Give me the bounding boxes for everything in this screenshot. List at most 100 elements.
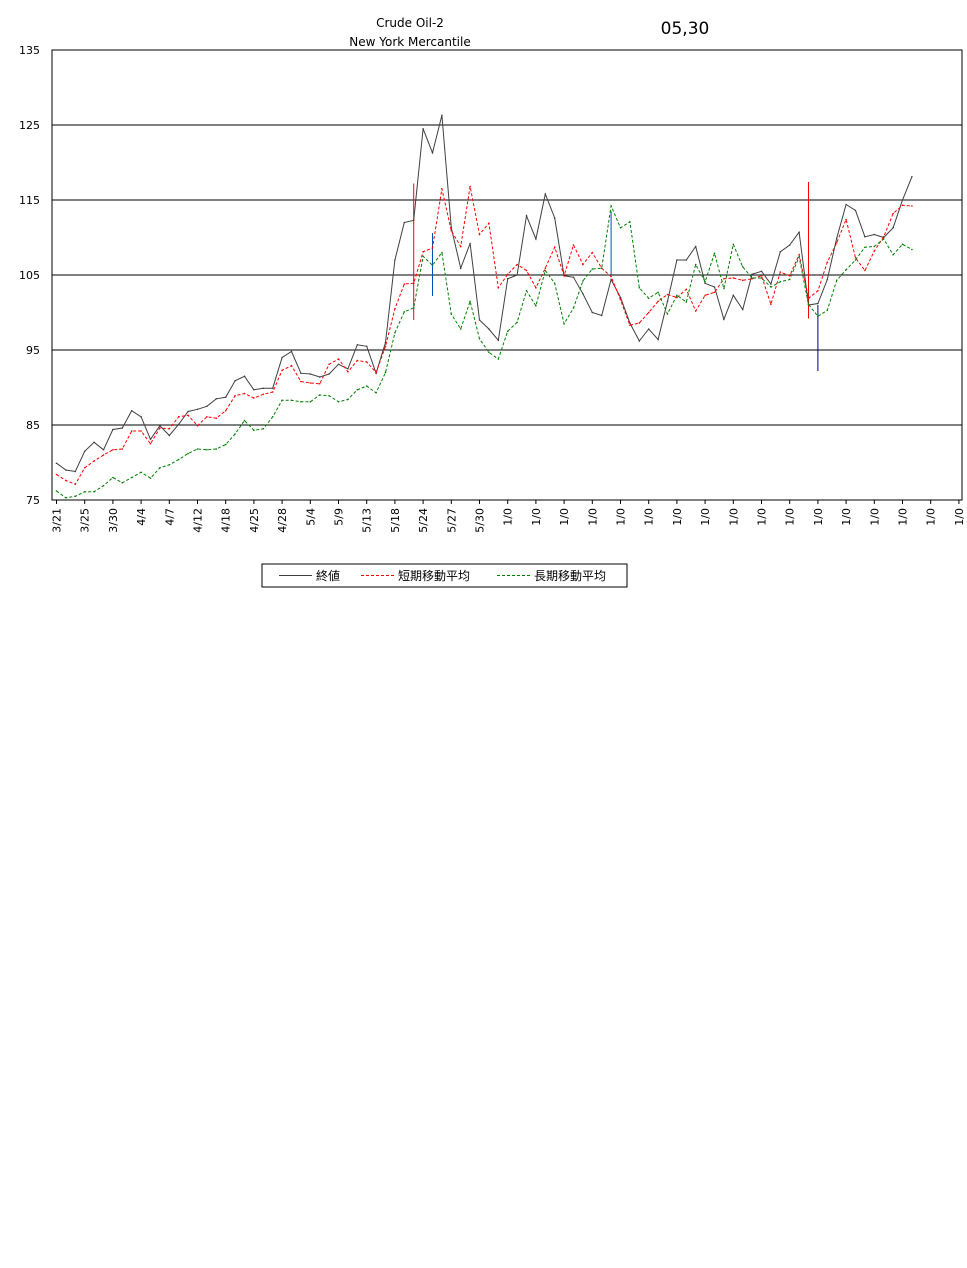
- data-point: [412, 307, 415, 309]
- data-point: [873, 250, 876, 252]
- data-point: [187, 452, 189, 455]
- data-point: [196, 408, 199, 411]
- data-point: [441, 251, 443, 254]
- y-tick-label: 95: [26, 344, 40, 357]
- data-point: [591, 251, 594, 254]
- x-tick-label: 1/0: [530, 508, 543, 526]
- data-point: [422, 250, 424, 253]
- data-point: [582, 280, 584, 282]
- x-tick-label: 5/13: [361, 508, 374, 533]
- x-tick-label: 5/30: [474, 508, 487, 533]
- data-point: [516, 321, 518, 324]
- data-point: [591, 311, 594, 314]
- data-point: [544, 193, 547, 195]
- data-point: [394, 331, 396, 334]
- data-point: [845, 218, 847, 221]
- data-point: [187, 410, 189, 413]
- data-point: [328, 373, 330, 375]
- data-point: [375, 391, 377, 394]
- data-point: [459, 245, 462, 248]
- x-tick-label: 4/4: [135, 508, 148, 526]
- x-tick-label: 1/0: [615, 508, 628, 526]
- legend: 終値 短期移動平均 長期移動平均: [261, 563, 628, 588]
- y-tick-label: 75: [26, 494, 40, 507]
- data-point: [234, 394, 236, 397]
- data-point: [741, 279, 744, 282]
- data-point: [732, 294, 735, 297]
- data-point: [290, 399, 293, 402]
- x-tick-label: 3/21: [51, 508, 64, 533]
- series-line-3: [56, 204, 913, 499]
- data-point: [779, 271, 782, 273]
- x-tick-label: 5/9: [333, 508, 346, 526]
- x-tick-label: 1/0: [868, 508, 881, 526]
- data-point: [441, 187, 443, 190]
- data-point: [901, 199, 904, 201]
- data-point: [610, 278, 612, 281]
- data-point: [102, 484, 105, 487]
- legend-label-1: 終値: [316, 568, 340, 583]
- data-point: [384, 345, 387, 348]
- data-point: [403, 283, 406, 285]
- data-point: [422, 127, 424, 130]
- x-tick-label: 4/12: [192, 508, 205, 533]
- data-point: [300, 380, 302, 383]
- data-point: [723, 318, 725, 321]
- data-point: [704, 280, 706, 283]
- data-point: [74, 495, 77, 498]
- data-point: [807, 303, 810, 306]
- x-tick-label: 3/25: [79, 508, 92, 533]
- data-point: [337, 363, 340, 366]
- data-point: [478, 337, 481, 340]
- data-point: [65, 479, 67, 482]
- data-point: [741, 265, 744, 268]
- data-point: [412, 282, 415, 285]
- data-point: [732, 277, 735, 279]
- data-point: [835, 237, 838, 240]
- data-point: [685, 259, 688, 261]
- data-point: [356, 359, 359, 362]
- data-point: [638, 286, 641, 289]
- data-point: [206, 415, 208, 418]
- series-line-2: [56, 186, 912, 485]
- x-tick-label: 1/0: [502, 508, 515, 526]
- data-point: [647, 311, 650, 314]
- x-tick-labels: 3/21 3/25 3/30 4/4 4/7 4/12 4/18 4/25 4/28 5/4 5/9…: [51, 500, 966, 533]
- data-point: [788, 274, 791, 277]
- data-point: [779, 250, 782, 253]
- data-point: [779, 280, 782, 283]
- x-tick-label: 1/0: [784, 508, 797, 526]
- data-point: [600, 314, 603, 317]
- data-point: [337, 400, 340, 403]
- x-tick-label: 1/0: [925, 508, 938, 526]
- data-point: [666, 313, 669, 315]
- data-point: [112, 428, 114, 431]
- data-point: [732, 243, 735, 246]
- data-point: [704, 294, 706, 297]
- data-point: [572, 307, 575, 309]
- data-point: [281, 399, 283, 402]
- data-point: [751, 277, 753, 279]
- x-tick-label: 1/0: [558, 508, 571, 526]
- data-point: [459, 267, 462, 270]
- data-point: [826, 309, 829, 312]
- data-point: [638, 340, 641, 342]
- data-point: [309, 373, 312, 375]
- data-point: [911, 205, 913, 207]
- data-point: [770, 283, 772, 285]
- data-point: [516, 263, 518, 266]
- data-point: [309, 400, 312, 403]
- data-point: [93, 441, 95, 444]
- data-point: [112, 448, 114, 451]
- data-point: [347, 370, 349, 373]
- data-point: [544, 267, 547, 270]
- data-point: [901, 204, 904, 207]
- data-point: [234, 379, 236, 382]
- data-point: [262, 393, 265, 396]
- data-point: [553, 217, 556, 219]
- legend-box: [261, 563, 628, 588]
- data-point: [450, 229, 453, 232]
- data-point: [328, 363, 330, 366]
- data-point: [488, 328, 490, 330]
